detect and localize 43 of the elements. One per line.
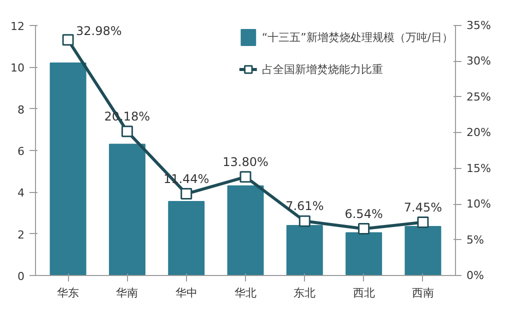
bar [168, 201, 205, 276]
x-tick-label: 西北 [352, 286, 375, 300]
bar [108, 144, 146, 276]
y2-tick-label: 20% [466, 126, 491, 140]
bar [404, 226, 442, 276]
point [358, 223, 370, 235]
point [62, 34, 74, 46]
data-label: 6.54% [344, 206, 383, 221]
x-tick-label: 华中 [175, 286, 198, 300]
y2-tick-label: 10% [466, 198, 491, 211]
bar [50, 62, 86, 276]
y2-tick-label: 25% [466, 90, 491, 104]
data-label: 7.45% [404, 200, 442, 214]
y2-tick-label: 0% [466, 269, 484, 282]
legend-label: 占全国新增焚烧能力比重 [262, 62, 383, 76]
x-tick-label: 华东 [57, 286, 80, 300]
data-label: 13.80% [222, 154, 268, 169]
point [121, 126, 133, 138]
y-tick-label: 12 [10, 20, 25, 33]
y2-tick-label: 15% [466, 162, 491, 175]
x-tick-label: 西南 [412, 286, 434, 300]
y-tick-label: 4 [18, 186, 24, 200]
bar [286, 225, 323, 276]
y-tick-label: 6 [18, 145, 24, 158]
y2-tick-label: 5% [466, 233, 484, 246]
x-tick-label: 东北 [294, 286, 316, 300]
y2-tick-label: 30% [466, 54, 491, 68]
data-label: 32.98% [76, 24, 122, 38]
y-tick-label: 10 [10, 62, 25, 75]
x-tick-label: 华北 [234, 286, 256, 300]
bar [227, 185, 264, 276]
point [417, 216, 429, 228]
data-label: 7.61% [286, 199, 324, 214]
bar [346, 232, 382, 276]
y2-tick-label: 35% [466, 19, 491, 32]
legend-label: “十三五”新增焚烧处理规模（万吨/日） [262, 30, 453, 44]
point [240, 171, 252, 183]
y-tick-label: 0 [18, 270, 24, 283]
x-tick-label: 华南 [116, 286, 138, 300]
point [298, 215, 310, 227]
y-tick-label: 8 [18, 103, 24, 116]
point [180, 188, 192, 200]
y-tick-label: 2 [18, 228, 24, 242]
